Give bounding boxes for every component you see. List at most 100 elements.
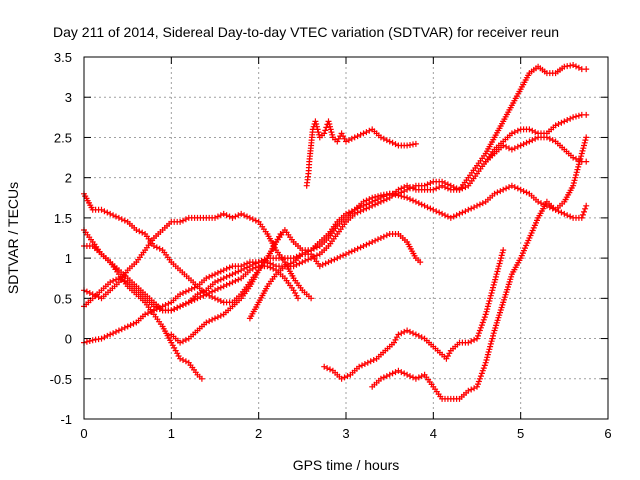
data-point (354, 245, 361, 252)
data-point (583, 158, 590, 165)
data-point (209, 294, 216, 300)
data-point (214, 285, 221, 292)
data-point (572, 174, 579, 181)
data-point (209, 288, 216, 295)
data-point (148, 308, 154, 315)
data-point (520, 141, 527, 148)
data-point (212, 271, 218, 278)
data-point (182, 300, 189, 307)
data-point (383, 373, 390, 380)
series-points (81, 231, 424, 346)
data-point (188, 298, 195, 304)
data-point (191, 284, 198, 291)
x-tick-label: 2 (255, 426, 262, 441)
data-point (156, 304, 163, 311)
data-point (389, 370, 396, 377)
data-point (197, 294, 204, 300)
data-point (404, 371, 411, 378)
data-point (567, 115, 574, 122)
data-point (252, 217, 259, 224)
data-point (488, 290, 495, 296)
data-point (229, 279, 236, 286)
data-point (468, 386, 475, 393)
chart-title: Day 211 of 2014, Sidereal Day-to-day VTE… (53, 24, 559, 40)
data-point (500, 142, 507, 149)
data-point (168, 307, 175, 314)
data-point (375, 193, 381, 200)
data-point (136, 228, 143, 235)
data-point (395, 192, 402, 199)
data-point (410, 185, 416, 192)
data-point (453, 212, 460, 219)
axis-ticks (83, 56, 609, 420)
data-point (308, 295, 315, 302)
y-tick-label: -0.5 (50, 372, 72, 387)
data-point (344, 373, 351, 380)
data-point (180, 357, 186, 363)
data-point (372, 194, 379, 200)
y-tick-label: 2 (65, 171, 72, 186)
data-point (398, 193, 405, 200)
data-point (360, 130, 367, 137)
data-point (514, 185, 521, 192)
data-point (302, 257, 309, 264)
data-point (313, 123, 320, 130)
data-point (583, 134, 590, 141)
data-point (487, 292, 494, 299)
data-point (570, 180, 577, 186)
data-point (412, 140, 419, 147)
data-point (494, 189, 501, 196)
data-point (369, 239, 376, 245)
data-point (477, 373, 484, 380)
data-point (465, 206, 472, 213)
x-tick-label: 3 (342, 426, 349, 441)
data-point (487, 343, 494, 350)
series-points (168, 231, 284, 346)
data-point (377, 235, 384, 241)
x-tick-label: 5 (517, 426, 524, 441)
data-point (459, 209, 466, 216)
data-point (401, 194, 408, 200)
data-point (264, 263, 271, 270)
data-point (570, 114, 577, 121)
data-point (523, 139, 530, 146)
x-tick-labels: 0 1 2 3 4 5 6 (80, 426, 611, 441)
data-point (410, 330, 416, 337)
data-point (319, 261, 326, 268)
data-point (573, 172, 579, 178)
data-point (101, 334, 108, 341)
data-point (325, 259, 332, 266)
data-point (427, 180, 434, 186)
data-point (377, 198, 384, 205)
data-point (323, 124, 330, 131)
y-tick-label: 0 (65, 332, 72, 347)
series-points (246, 62, 590, 322)
data-point (110, 277, 117, 284)
data-point (345, 137, 352, 144)
data-point (315, 129, 322, 136)
data-point (182, 216, 189, 223)
data-point (328, 257, 335, 264)
data-point (217, 212, 224, 219)
data-point (490, 332, 496, 339)
data-point (581, 208, 587, 215)
data-point (209, 272, 216, 279)
data-point (203, 291, 210, 298)
data-point (407, 184, 413, 191)
data-point (118, 276, 125, 283)
data-point (383, 232, 390, 239)
data-point (575, 112, 582, 119)
data-point (479, 200, 486, 207)
data-point (497, 257, 504, 264)
data-point (366, 196, 373, 203)
x-tick-label: 0 (80, 426, 87, 441)
y-tick-label: 3.5 (54, 50, 72, 65)
data-point (363, 205, 370, 212)
data-point (430, 186, 437, 193)
data-point (360, 198, 367, 205)
data-point (153, 244, 160, 251)
data-point (188, 285, 195, 292)
y-tick-label: -1 (60, 412, 72, 427)
data-point (182, 288, 189, 295)
data-point (101, 208, 108, 215)
